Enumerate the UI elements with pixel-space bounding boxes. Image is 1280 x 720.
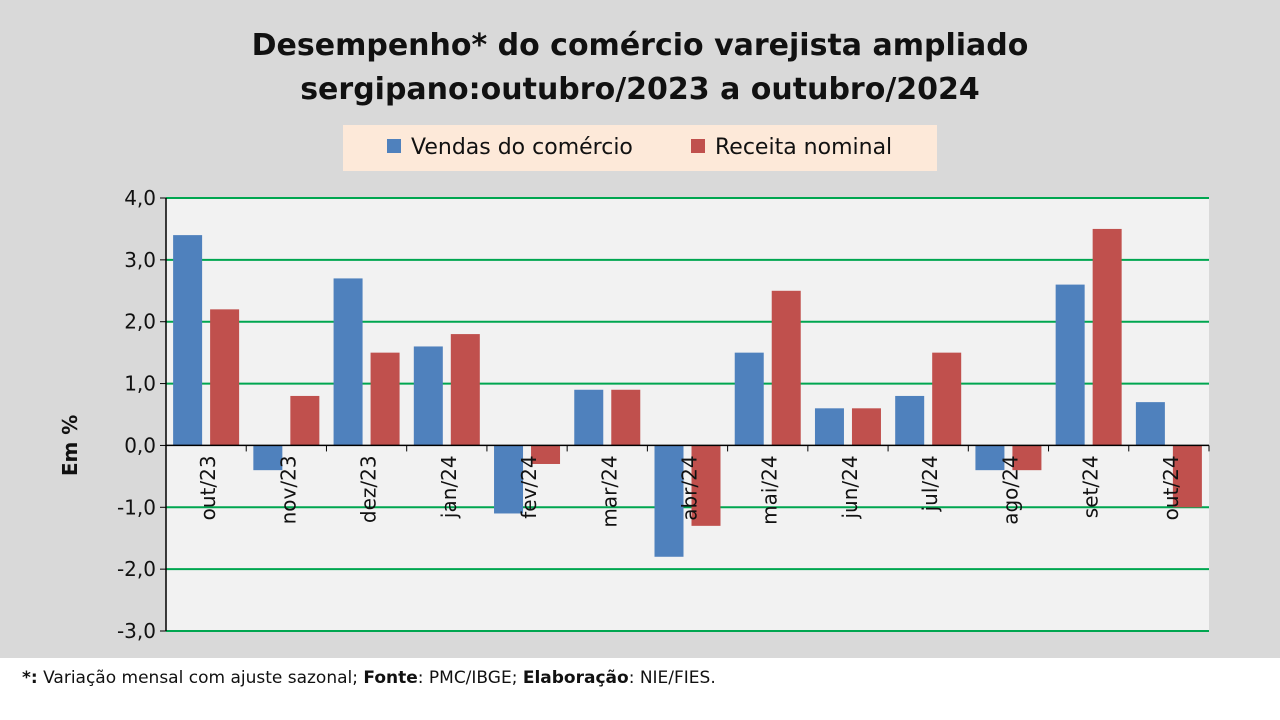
footnote-text-2: : PMC/IBGE;: [417, 668, 523, 688]
y-tick-label: 2,0: [124, 310, 156, 334]
y-tick-label: 3,0: [124, 248, 156, 272]
bar-vendas-jul-24: [895, 395, 925, 446]
gridlines: [166, 197, 1209, 632]
y-axis-title: Em %: [58, 415, 82, 477]
bar-vendas-set-24: [1055, 284, 1085, 446]
x-tick-label: out/23: [196, 455, 220, 520]
bar-receita-jan-24: [450, 334, 480, 446]
x-tick-label: jul/24: [918, 455, 942, 512]
footnote-elaboracao-label: Elaboração: [522, 668, 629, 688]
x-tick-label: abr/24: [678, 455, 702, 520]
bar-receita-jun-24: [851, 408, 881, 446]
bar-vendas-ago-24: [975, 445, 1005, 471]
chart-frame: Desempenho* do comércio varejista amplia…: [0, 0, 1280, 658]
bar-vendas-nov-23: [253, 445, 283, 471]
legend-label-receita: Receita nominal: [715, 135, 893, 160]
footnote-text-3: : NIE/FIES.: [628, 668, 716, 688]
x-tick-label: mai/24: [758, 455, 782, 524]
bar-receita-jul-24: [932, 352, 962, 446]
bar-receita-mai-24: [771, 290, 801, 446]
y-tick-label: 4,0: [124, 186, 156, 210]
legend-swatch-receita: [691, 139, 705, 153]
legend-item-vendas: Vendas do comércio: [387, 125, 633, 171]
axes: [160, 197, 1210, 632]
bar-vendas-mai-24: [734, 352, 764, 446]
axis-labels: 4,0 3,0 2,0 1,0 0,0 -1,0 -2,0 -3,0 out/23 nov/23 d…: [58, 186, 1183, 643]
x-tick-label: set/24: [1079, 455, 1103, 518]
bar-receita-set-24: [1092, 228, 1122, 446]
bar-receita-out-23: [210, 309, 240, 446]
bar-vendas-jun-24: [814, 408, 844, 446]
y-tick-label: 1,0: [124, 372, 156, 396]
chart-svg: 4,0 3,0 2,0 1,0 0,0 -1,0 -2,0 -3,0 out/23 nov/23 d…: [58, 186, 1210, 643]
x-tick-label: fev/24: [517, 455, 541, 518]
bar-receita-ago-24: [1012, 445, 1042, 471]
footnote-text-1: Variação mensal com ajuste sazonal;: [37, 668, 364, 688]
legend-item-receita: Receita nominal: [691, 125, 892, 171]
bar-receita-abr-24: [691, 445, 721, 526]
y-tick-label: -2,0: [117, 557, 156, 581]
x-tick-label: mar/24: [597, 455, 621, 527]
footnote-fonte-label: Fonte: [363, 668, 418, 688]
bar-vendas-dez-23: [333, 278, 363, 446]
bar-receita-nov-23: [290, 395, 320, 446]
bar-receita-out-24: [1172, 445, 1202, 508]
chart-legend: Vendas do comércio Receita nominal: [343, 125, 937, 171]
y-tick-label: -3,0: [117, 619, 156, 643]
bar-vendas-fev-24: [494, 445, 524, 514]
bar-receita-fev-24: [531, 445, 561, 464]
x-tick-label: jan/24: [437, 455, 461, 519]
x-tick-label: jun/24: [838, 455, 862, 519]
footnote: *: Variação mensal com ajuste sazonal; F…: [22, 668, 716, 688]
bar-vendas-mar-24: [574, 389, 604, 446]
legend-swatch-vendas: [387, 139, 401, 153]
legend-label-vendas: Vendas do comércio: [411, 135, 633, 160]
bar-vendas-out-23: [173, 235, 203, 446]
bar-vendas-jan-24: [413, 346, 443, 446]
bar-receita-mar-24: [611, 389, 641, 446]
y-tick-label: -1,0: [117, 495, 156, 519]
bar-receita-dez-23: [370, 352, 400, 446]
x-tick-label: nov/23: [276, 455, 300, 524]
bar-vendas-abr-24: [654, 445, 684, 557]
y-tick-label: 0,0: [124, 433, 156, 457]
bar-vendas-out-24: [1135, 402, 1165, 446]
bars: [173, 228, 1202, 557]
x-tick-label: dez/23: [357, 455, 381, 523]
x-tick-label: ago/24: [998, 455, 1022, 524]
footnote-marker: *:: [22, 668, 38, 688]
x-tick-label: out/24: [1159, 455, 1183, 520]
chart-title: Desempenho* do comércio varejista amplia…: [251, 28, 1029, 107]
